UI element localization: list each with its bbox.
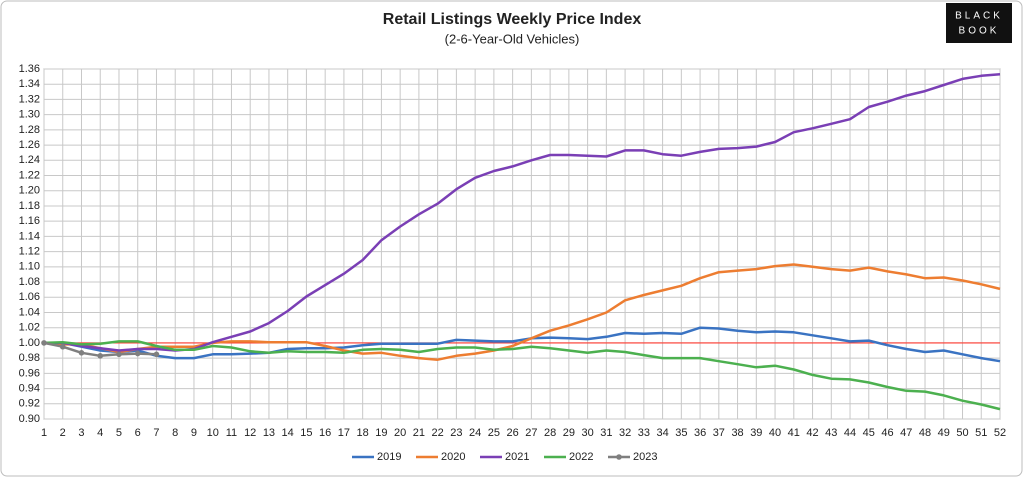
- x-tick-label: 9: [191, 427, 197, 439]
- legend-marker: [616, 454, 622, 460]
- series-marker: [153, 351, 160, 358]
- x-tick-label: 22: [432, 427, 444, 439]
- series-marker: [97, 353, 104, 359]
- y-tick-label: 1.32: [19, 93, 40, 105]
- series-marker: [41, 340, 47, 346]
- x-tick-label: 43: [825, 427, 837, 439]
- x-tick-label: 23: [450, 427, 462, 439]
- legend-label: 2022: [569, 451, 593, 463]
- x-tick-label: 44: [844, 427, 856, 439]
- x-tick-label: 6: [135, 427, 141, 439]
- x-tick-label: 40: [769, 427, 781, 439]
- x-tick-label: 52: [994, 427, 1006, 439]
- y-tick-label: 1.30: [19, 109, 40, 121]
- y-tick-label: 0.90: [19, 413, 40, 425]
- x-tick-label: 18: [357, 427, 369, 439]
- y-tick-label: 1.02: [19, 322, 40, 334]
- logo-text: BLACK: [955, 11, 1003, 22]
- logo-text: BOOK: [959, 26, 1000, 37]
- legend-label: 2021: [505, 451, 529, 463]
- y-tick-label: 1.00: [19, 337, 40, 349]
- y-tick-label: 1.14: [19, 230, 40, 242]
- x-tick-label: 21: [413, 427, 425, 439]
- plot-area: [43, 68, 1001, 420]
- x-tick-label: 35: [675, 427, 687, 439]
- x-tick-label: 28: [544, 427, 556, 439]
- x-tick-label: 5: [116, 427, 122, 439]
- x-tick-label: 46: [881, 427, 893, 439]
- x-tick-label: 39: [750, 427, 762, 439]
- legend-label: 2023: [633, 451, 657, 463]
- y-tick-label: 1.12: [19, 246, 40, 258]
- x-tick-label: 42: [806, 427, 818, 439]
- x-tick-label: 17: [338, 427, 350, 439]
- x-tick-label: 48: [919, 427, 931, 439]
- x-tick-label: 4: [97, 427, 103, 439]
- x-tick-label: 15: [300, 427, 312, 439]
- x-tick-label: 32: [619, 427, 631, 439]
- x-tick-label: 50: [956, 427, 968, 439]
- y-tick-label: 1.28: [19, 124, 40, 136]
- series-line: [44, 326, 1001, 363]
- x-tick-label: 37: [713, 427, 725, 439]
- x-tick-label: 10: [207, 427, 219, 439]
- x-tick-label: 31: [600, 427, 612, 439]
- x-tick-label: 34: [656, 427, 668, 439]
- x-tick-label: 7: [153, 427, 159, 439]
- y-tick-label: 1.34: [19, 78, 40, 90]
- series-marker: [78, 350, 85, 356]
- chart-subtitle: (2-6-Year-Old Vehicles): [445, 31, 580, 46]
- y-tick-label: 1.22: [19, 169, 40, 181]
- x-tick-label: 8: [172, 427, 178, 439]
- legend-label: 2019: [377, 451, 401, 463]
- x-tick-label: 12: [244, 427, 256, 439]
- series-marker: [59, 343, 66, 350]
- series-line: [43, 340, 1001, 411]
- x-tick-label: 49: [938, 427, 950, 439]
- x-tick-label: 11: [226, 427, 237, 439]
- x-tick-label: 2: [60, 427, 66, 439]
- x-tick-label: 14: [282, 427, 294, 439]
- logo-box: [946, 3, 1012, 43]
- x-tick-label: 51: [975, 427, 987, 439]
- x-tick-label: 3: [78, 427, 84, 439]
- x-tick-label: 41: [788, 427, 800, 439]
- x-tick-label: 47: [900, 427, 912, 439]
- y-tick-label: 1.10: [19, 261, 40, 273]
- x-tick-label: 13: [263, 427, 275, 439]
- series-line: [44, 73, 1001, 352]
- x-tick-label: 33: [638, 427, 650, 439]
- x-tick-label: 1: [41, 427, 47, 439]
- x-tick-label: 45: [863, 427, 875, 439]
- y-tick-label: 0.96: [19, 367, 40, 379]
- x-tick-label: 36: [694, 427, 706, 439]
- series-marker: [116, 351, 122, 358]
- y-tick-label: 1.18: [19, 200, 40, 212]
- y-tick-label: 0.98: [19, 352, 40, 364]
- y-tick-label: 1.26: [19, 139, 40, 151]
- x-tick-label: 29: [563, 427, 575, 439]
- y-tick-label: 1.06: [19, 291, 40, 303]
- y-tick-label: 1.16: [19, 215, 40, 227]
- legend-label: 2020: [441, 451, 465, 463]
- x-tick-label: 38: [731, 427, 743, 439]
- x-tick-label: 30: [581, 427, 593, 439]
- x-tick-label: 16: [319, 427, 331, 439]
- x-tick-label: 24: [469, 427, 481, 439]
- y-tick-label: 1.08: [19, 276, 40, 288]
- x-tick-label: 27: [525, 427, 537, 439]
- y-tick-label: 0.94: [19, 382, 40, 394]
- x-tick-label: 20: [394, 427, 406, 439]
- y-tick-label: 0.92: [19, 398, 40, 410]
- y-tick-label: 1.20: [19, 185, 40, 197]
- series-marker: [134, 350, 141, 357]
- chart-title: Retail Listings Weekly Price Index: [383, 11, 642, 28]
- y-tick-label: 1.04: [19, 306, 40, 318]
- y-tick-label: 1.36: [19, 63, 40, 75]
- x-tick-label: 25: [488, 427, 500, 439]
- y-tick-label: 1.24: [19, 154, 40, 166]
- x-tick-label: 19: [375, 427, 387, 439]
- x-tick-label: 26: [507, 427, 519, 439]
